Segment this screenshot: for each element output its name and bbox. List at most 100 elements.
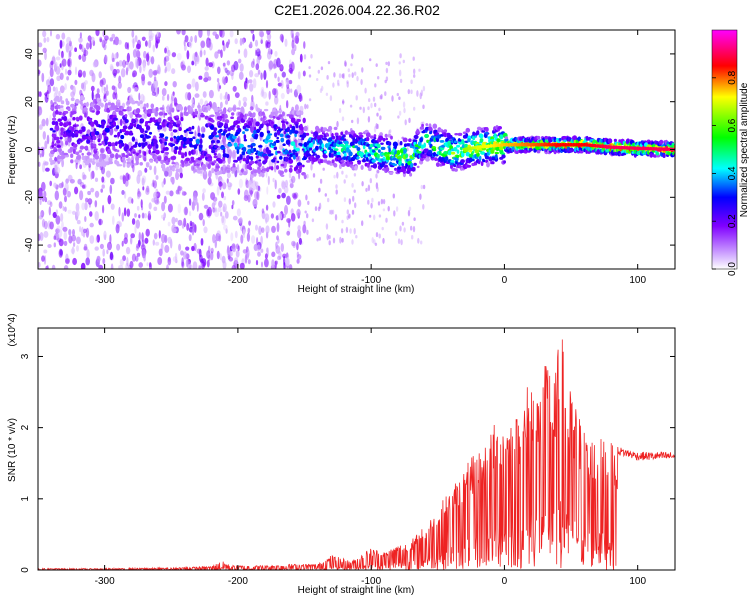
spectrogram-cell bbox=[139, 65, 142, 74]
spectrogram-peak-cell bbox=[598, 144, 603, 148]
spectrogram-cell bbox=[298, 92, 302, 102]
spectrogram-cell bbox=[252, 78, 257, 89]
spectrogram-cell bbox=[422, 203, 425, 210]
spectrogram-cell bbox=[341, 164, 346, 167]
spectrogram-peak-cell bbox=[614, 145, 619, 150]
spectrogram-cell bbox=[263, 108, 269, 112]
spectrogram-peak-cell bbox=[585, 143, 589, 147]
spectrogram-peak-cell bbox=[489, 144, 493, 148]
spectrogram-cell bbox=[101, 165, 105, 175]
spectrogram-cell bbox=[185, 163, 191, 166]
spectrogram-cell bbox=[132, 49, 137, 58]
spectrogram-cell bbox=[117, 220, 122, 226]
spectrogram-cell bbox=[62, 206, 65, 211]
spectrogram-cell bbox=[51, 133, 57, 138]
spectrogram-cell bbox=[371, 159, 376, 163]
spectrogram-cell bbox=[319, 134, 324, 139]
spectrogram-cell bbox=[171, 155, 177, 160]
spectrogram-cell bbox=[280, 64, 283, 70]
spectrogram-cell bbox=[337, 79, 340, 85]
spectrogram-cell bbox=[501, 154, 506, 159]
spectrogram-cell bbox=[121, 240, 124, 247]
spectrogram-cell bbox=[60, 154, 65, 160]
spectrogram-cell bbox=[78, 73, 82, 78]
spectrogram-cell bbox=[239, 154, 243, 160]
spectrogram-cell bbox=[308, 74, 312, 78]
spectrogram-cell bbox=[223, 224, 228, 231]
spectrogram-cell bbox=[143, 213, 148, 219]
spectrogram-cell bbox=[305, 132, 310, 136]
spectrogram-cell bbox=[226, 172, 231, 179]
spectrogram-cell bbox=[52, 117, 57, 121]
spectrogram-cell bbox=[107, 148, 111, 154]
spectrogram-cell bbox=[49, 127, 54, 131]
spectrogram-cell bbox=[176, 30, 181, 35]
spectrogram-cell bbox=[114, 108, 120, 113]
spectrogram-cell bbox=[376, 143, 381, 149]
spectrogram-peak-cell bbox=[500, 143, 504, 147]
spectrogram-cell bbox=[295, 37, 299, 45]
spectrogram-cell bbox=[175, 171, 180, 181]
spectrogram-cell bbox=[249, 70, 254, 78]
spectrogram-cell bbox=[322, 154, 328, 159]
spectrogram-cell bbox=[295, 147, 300, 152]
spectrogram-cell bbox=[219, 85, 222, 90]
spectrogram-cell bbox=[343, 152, 347, 158]
spectrogram-cell bbox=[130, 236, 133, 245]
spectrogram-cell bbox=[222, 153, 227, 158]
spectrogram-cell bbox=[43, 230, 49, 238]
spectrogram-cell bbox=[243, 48, 248, 58]
spectrogram-cell bbox=[206, 208, 210, 217]
spectrogram-cell bbox=[354, 165, 358, 171]
spectrogram-cell bbox=[499, 134, 504, 140]
spectrogram-cell bbox=[401, 167, 407, 173]
spectrogram-cell bbox=[179, 111, 183, 119]
spectrogram-cell bbox=[66, 36, 72, 45]
spectrogram-cell bbox=[39, 124, 43, 130]
spectrogram-cell bbox=[384, 133, 388, 138]
spectrogram-cell bbox=[343, 179, 346, 184]
spectrogram-cell bbox=[122, 255, 126, 262]
spectrogram-cell bbox=[111, 33, 116, 39]
spectrogram-cell bbox=[231, 112, 235, 116]
spectrogram-cell bbox=[144, 167, 148, 173]
spectrogram-cell bbox=[55, 56, 61, 61]
spectrogram-cell bbox=[252, 198, 258, 208]
spectrogram-cell bbox=[297, 71, 301, 80]
spectrogram-cell bbox=[284, 118, 287, 122]
spectrogram-cell bbox=[326, 233, 329, 241]
spectrogram-cell bbox=[60, 213, 64, 222]
spectrogram-cell bbox=[44, 51, 47, 61]
spectrogram-cell bbox=[242, 249, 248, 254]
spectrogram-cell bbox=[365, 157, 369, 162]
spectrogram-cell bbox=[276, 150, 281, 154]
spectrogram-cell bbox=[375, 173, 378, 179]
spectrogram-cell bbox=[173, 148, 178, 154]
spectrogram-cell bbox=[221, 255, 226, 264]
spectrogram-cell bbox=[341, 237, 344, 243]
spectrogram-cell bbox=[158, 111, 164, 116]
spectrogram-cell bbox=[368, 214, 372, 218]
spectrogram-cell bbox=[346, 209, 349, 215]
spectrogram-cell bbox=[164, 47, 167, 54]
spectrogram-cell bbox=[144, 141, 148, 146]
spectrogram-cell bbox=[254, 181, 259, 187]
spectrogram-cell bbox=[77, 141, 81, 145]
spectrogram-cell bbox=[266, 134, 271, 140]
y-tick-label: 0 bbox=[20, 567, 31, 573]
spectrogram-cell bbox=[131, 136, 136, 142]
spectrogram-cell bbox=[310, 163, 313, 171]
spectrogram-cell bbox=[244, 128, 249, 132]
spectrogram-cell bbox=[175, 168, 181, 173]
spectrogram-cell bbox=[58, 158, 63, 162]
spectrogram-cell bbox=[218, 131, 222, 140]
spectrogram-cell bbox=[58, 49, 61, 56]
spectrogram-cell bbox=[127, 174, 131, 180]
spectrogram-cell bbox=[167, 49, 171, 57]
spectrogram-cell bbox=[153, 232, 158, 240]
spectrogram-cell bbox=[275, 139, 280, 143]
spectrogram-cell bbox=[79, 100, 83, 105]
spectrogram-cell bbox=[462, 131, 467, 135]
